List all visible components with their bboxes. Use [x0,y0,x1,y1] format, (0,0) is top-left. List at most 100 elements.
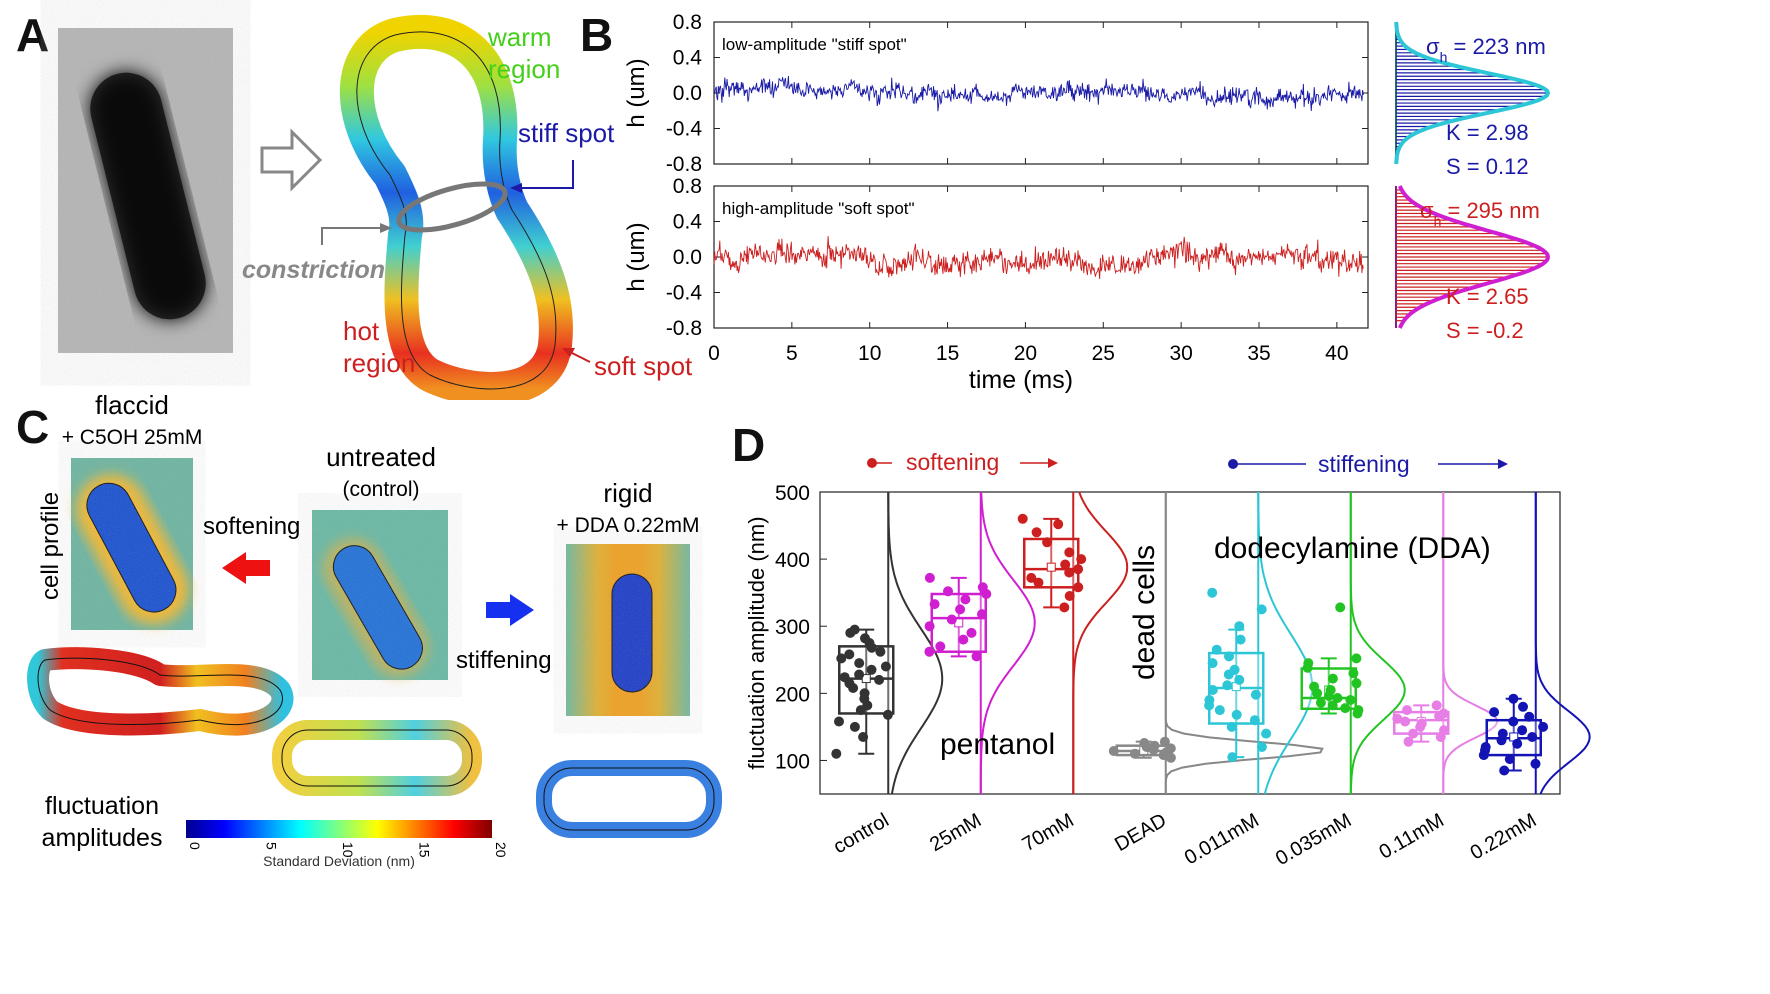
data-point [1064,547,1075,558]
data-point [1207,685,1218,695]
data-point [1332,693,1343,703]
mean-marker [1046,562,1056,572]
panel-b-figure: 0.8 0.4 0.0 -0.4 -0.8 h (um) low-amplitude "st… [623,11,1551,394]
label-cell-profile: cell profile [37,492,64,600]
data-point [1256,604,1267,615]
data-point [1235,634,1246,645]
label-hot: hot [343,316,380,346]
heatmap-rigid [566,544,690,716]
data-point [880,661,891,672]
data-point [1403,736,1414,747]
sigma-label: σh = 295 nm [1420,198,1540,229]
data-point [1060,559,1071,570]
y-tick-label: -0.8 [666,153,702,176]
cell-contour-map [339,14,573,400]
label-pentanol: pentanol [940,728,1055,761]
data-point [1416,718,1427,729]
data-point [1402,705,1412,716]
data-point [1229,664,1240,675]
panel-label-a: A [16,9,50,61]
data-point [1234,674,1245,685]
data-point [1224,651,1234,662]
label-stiff-spot: stiff spot [518,118,615,148]
density-curve [1072,491,1129,794]
data-point [858,732,869,742]
box-plot-frame [819,491,1561,795]
y-tick-label: 500 [775,482,810,505]
stiff-spot-pointer [518,160,574,189]
data-point [854,669,865,680]
data-point [1527,732,1538,742]
data-point [1211,644,1222,655]
x-tick-label: 10 [858,342,881,365]
kurtosis-label: K = 2.98 [1446,120,1529,145]
data-point [1064,567,1075,578]
arrow-icon [260,128,323,192]
data-point [1073,564,1084,575]
data-point [1129,748,1140,759]
data-point [960,594,971,605]
hist-fit-curve [1394,21,1551,165]
ring-flaccid [27,647,294,736]
data-point [859,688,870,699]
data-point [1076,554,1087,565]
data-point [1309,681,1320,692]
x-tick-label: 5 [786,342,798,365]
sigma-label: σh = 223 nm [1426,34,1546,65]
x-tick-label: 0.011mM [1181,809,1263,869]
skewness-label: S = -0.2 [1446,318,1524,343]
panel-label-c: C [16,401,50,453]
data-point [924,621,935,632]
data-point [866,664,877,675]
data-point [849,624,860,635]
colorbar-tick: 15 [417,842,433,858]
data-point [1159,736,1170,747]
y-tick-label: 0.4 [673,47,703,70]
data-point [924,646,935,657]
label-dda: dodecylamine (DDA) [1214,532,1491,565]
softening-arrowhead [1048,458,1058,468]
data-point [1149,740,1160,751]
data-point [1499,765,1510,776]
soft-spot-pointer [569,351,591,363]
data-point [935,641,946,652]
x-tick-label: 25mM [926,809,985,856]
y-axis-label: h (um) [623,222,650,291]
x-tick-label: 0.035mM [1272,809,1355,870]
data-point [1165,743,1176,754]
label-untreated-sub: (control) [342,478,419,501]
density-curve [1534,492,1591,795]
trace-title: high-amplitude "soft spot" [722,199,915,218]
trace-line [713,75,1364,112]
heatmap-flaccid [71,458,193,630]
data-point [1234,621,1245,632]
data-point [1059,602,1070,613]
data-point [1508,693,1519,704]
data-point [1064,591,1075,601]
data-point [1538,721,1549,732]
data-point [1207,587,1218,598]
y-tick-label: 0.0 [673,82,702,105]
data-point [1518,701,1528,712]
label-soft-spot: soft spot [594,351,693,381]
data-point [943,586,953,597]
y-tick-label: 0.4 [673,211,703,234]
y-tick-label: -0.4 [666,282,703,305]
y-axis-label: h (um) [623,58,650,127]
data-point [839,672,850,683]
data-point [1261,728,1272,739]
panel-label-d: D [732,419,766,471]
data-point [924,572,935,583]
data-point [1408,728,1419,739]
ring-untreated [272,720,482,796]
constriction-ring [396,181,508,233]
y-axis-label: fluctuation amplitude (nm) [744,516,769,769]
data-point [1073,582,1084,593]
data-point [1222,680,1233,691]
density-curve [1442,492,1499,794]
x-axis-label: time (ms) [969,366,1073,394]
data-point [1227,752,1238,763]
data-point [1524,711,1535,722]
colorbar-tick: 5 [264,842,280,850]
data-point [1497,728,1508,739]
